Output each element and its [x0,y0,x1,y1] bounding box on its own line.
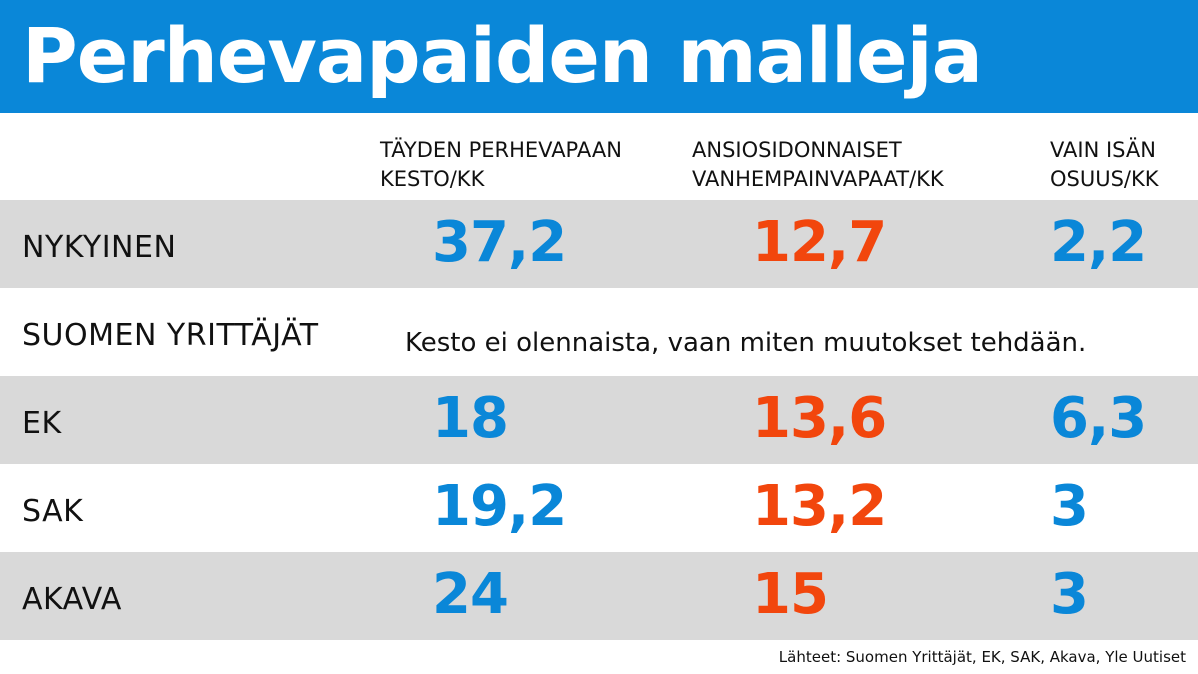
row-label: SAK [22,494,84,529]
row-label: EK [22,406,62,441]
value-cell-col-3: 2,2 [1050,210,1147,275]
row-label: AKAVA [22,582,122,617]
row-note: Kesto ei olennaista, vaan miten muutokse… [405,328,1087,358]
value-cell-col-2: 15 [752,562,829,627]
title-bar: Perhevapaiden malleja [0,0,1198,113]
value-cell-col-1: 18 [432,386,509,451]
table-row: AKAVA 24 15 3 [0,552,1198,640]
value-cell-col-1: 37,2 [432,210,567,275]
value-cell-col-2: 13,6 [752,386,887,451]
value-cell-col-2: 13,2 [752,474,887,539]
value-cell-col-1: 19,2 [432,474,567,539]
column-header-1: TÄYDEN PERHEVAPAAN KESTO/KK [380,138,622,191]
table-row: EK 18 13,6 6,3 [0,376,1198,464]
value-cell-col-2: 12,7 [752,210,887,275]
table-row: NYKYINEN 37,2 12,7 2,2 [0,200,1198,288]
table-row: SAK 19,2 13,2 3 [0,464,1198,552]
value-cell-col-3: 3 [1050,474,1089,539]
row-label: NYKYINEN [22,230,177,265]
row-label: SUOMEN YRITTÄJÄT [22,318,319,353]
source-note: Lähteet: Suomen Yrittäjät, EK, SAK, Akav… [778,648,1186,666]
table-row: SUOMEN YRITTÄJÄT Kesto ei olennaista, vaa… [0,288,1198,376]
page-title: Perhevapaiden malleja [22,11,983,100]
column-header-2: ANSIOSIDONNAISET VANHEMPAINVAPAAT/KK [692,138,944,191]
value-cell-col-3: 6,3 [1050,386,1147,451]
value-cell-col-3: 3 [1050,562,1089,627]
value-cell-col-1: 24 [432,562,509,627]
column-header-3: VAIN ISÄN OSUUS/KK [1050,138,1159,191]
